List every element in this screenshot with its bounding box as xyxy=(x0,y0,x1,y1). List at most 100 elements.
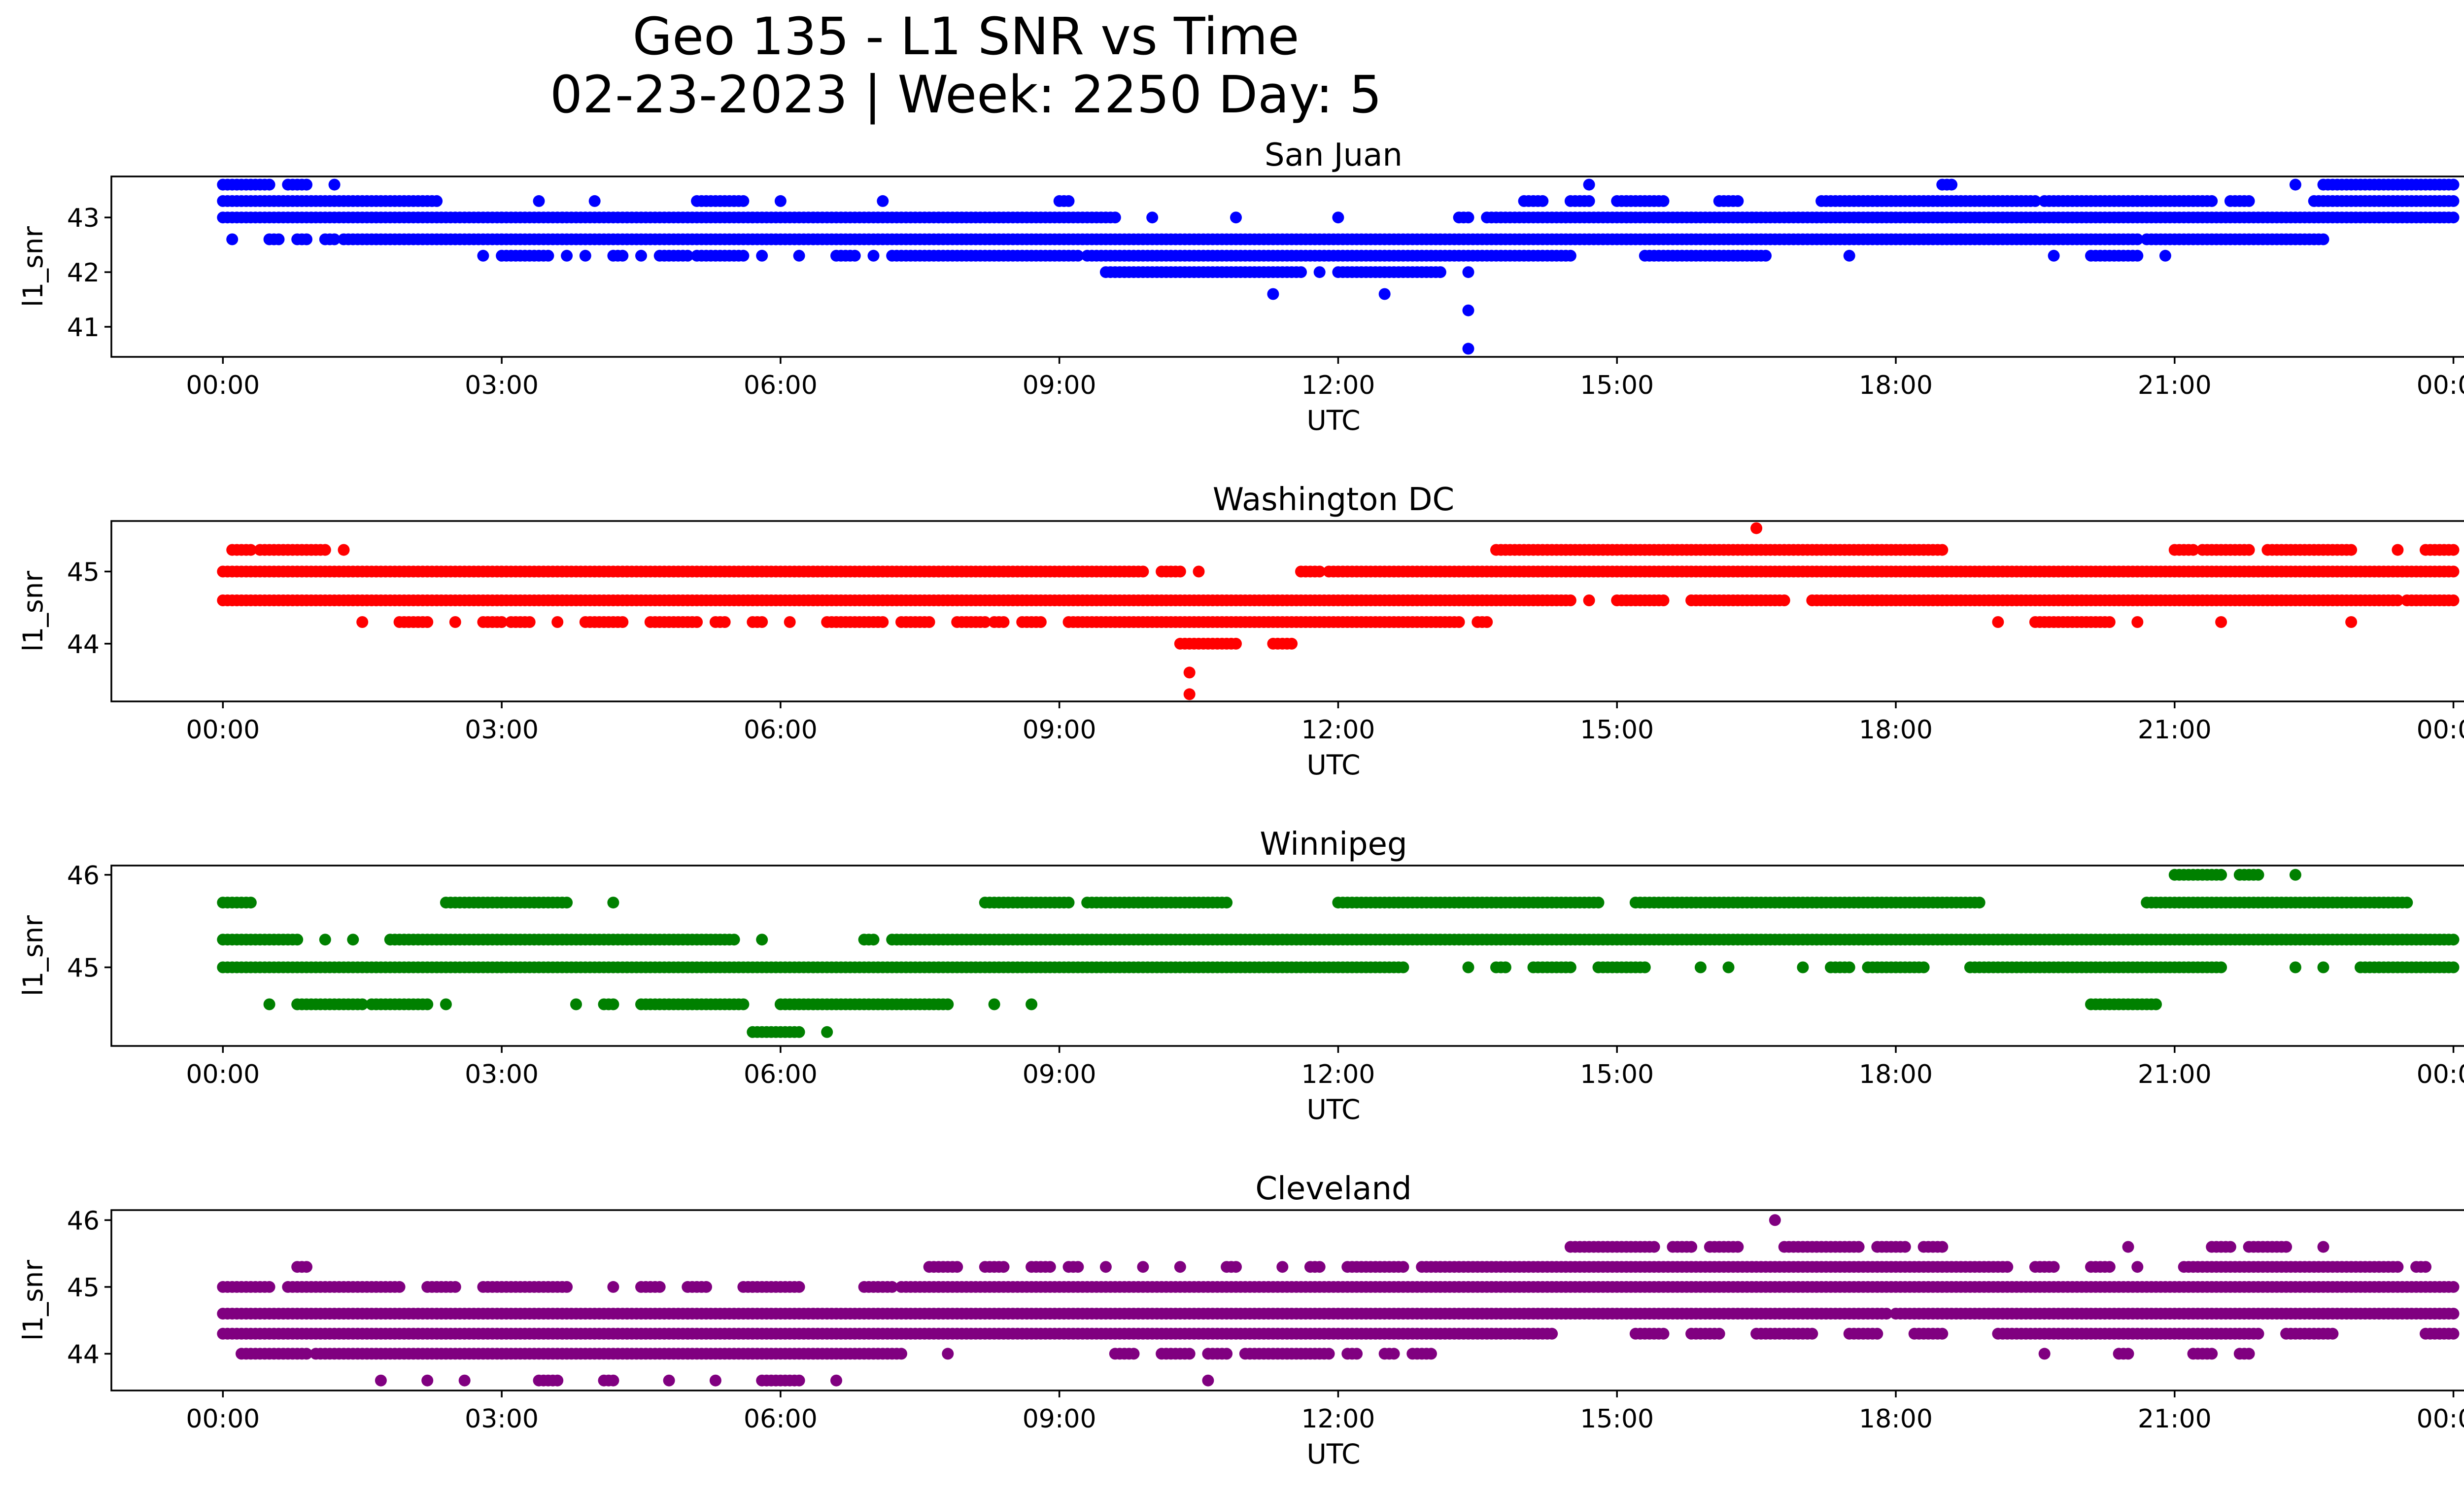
data-point xyxy=(877,195,889,207)
data-point xyxy=(1639,961,1651,973)
data-point xyxy=(2243,195,2255,207)
data-point xyxy=(542,249,554,262)
data-point xyxy=(496,616,508,628)
panel-title: Washington DC xyxy=(1213,482,1454,518)
data-point xyxy=(1099,1261,1112,1273)
data-point xyxy=(1286,637,1298,650)
data-point xyxy=(793,249,805,262)
data-point xyxy=(1397,961,1409,973)
data-point xyxy=(1137,565,1149,578)
data-point xyxy=(1174,1261,1186,1273)
data-point xyxy=(1583,594,1595,606)
data-point xyxy=(319,934,331,946)
data-point xyxy=(2131,616,2144,628)
data-point xyxy=(1973,897,1985,909)
y-tick-label: 44 xyxy=(67,630,100,660)
data-point xyxy=(2447,211,2460,224)
data-point xyxy=(1397,1261,1409,1273)
data-point xyxy=(886,1281,898,1293)
data-point xyxy=(607,897,619,909)
data-point xyxy=(244,897,257,909)
data-point xyxy=(2215,616,2227,628)
data-point xyxy=(1648,1241,1660,1253)
data-point xyxy=(793,1026,805,1038)
data-point xyxy=(2159,249,2171,262)
data-point xyxy=(579,249,591,262)
data-point xyxy=(2048,249,2060,262)
data-point xyxy=(1946,178,1958,191)
data-point xyxy=(263,178,275,191)
data-point xyxy=(1062,897,1075,909)
x-tick-label: 00:00 xyxy=(186,1060,260,1089)
y-tick-label: 42 xyxy=(67,258,100,288)
y-tick-label: 46 xyxy=(67,861,100,891)
data-point xyxy=(2131,249,2144,262)
x-tick-label: 00:00 xyxy=(186,371,260,400)
data-point xyxy=(979,616,991,628)
data-point xyxy=(533,195,545,207)
y-axis-label: l1_snr xyxy=(17,571,49,652)
data-point xyxy=(2103,1261,2116,1273)
data-point xyxy=(1146,211,1159,224)
data-point xyxy=(2392,544,2404,556)
x-tick-label: 06:00 xyxy=(744,371,818,400)
data-point xyxy=(561,1281,573,1293)
data-point xyxy=(244,544,257,556)
data-point xyxy=(301,178,312,191)
x-tick-label: 03:00 xyxy=(465,371,539,400)
data-point xyxy=(523,616,536,628)
data-point xyxy=(2289,869,2301,881)
data-point xyxy=(1276,1261,1289,1273)
data-point xyxy=(2447,961,2460,973)
y-axis-label: l1_snr xyxy=(17,915,49,996)
data-point xyxy=(1313,565,1326,578)
data-point xyxy=(1685,1241,1698,1253)
data-point xyxy=(2447,1281,2460,1293)
data-point xyxy=(737,249,750,262)
x-axis-label: UTC xyxy=(1306,1094,1360,1125)
axes-frame xyxy=(110,865,2464,1047)
data-point xyxy=(756,616,768,628)
data-point xyxy=(1462,211,1474,224)
x-tick-label: 03:00 xyxy=(465,1060,539,1089)
data-point xyxy=(1378,288,1391,300)
data-point xyxy=(2243,544,2255,556)
data-point xyxy=(607,998,619,1010)
data-point xyxy=(2447,565,2460,578)
data-point xyxy=(2447,178,2460,191)
data-point xyxy=(1499,961,1511,973)
data-point xyxy=(1592,897,1605,909)
data-point xyxy=(821,1026,833,1038)
data-point xyxy=(1769,1214,1781,1226)
axes-frame xyxy=(110,175,2464,358)
data-point xyxy=(477,249,489,262)
data-point xyxy=(1657,195,1670,207)
data-point xyxy=(1295,266,1307,278)
y-tick-label: 41 xyxy=(67,313,100,343)
data-point xyxy=(2317,961,2329,973)
x-tick-label: 00:00 xyxy=(2417,715,2464,745)
data-point xyxy=(1462,343,1474,355)
data-point xyxy=(1026,998,1038,1010)
data-point xyxy=(2029,195,2041,207)
axes-frame xyxy=(110,520,2464,702)
data-point xyxy=(273,233,285,245)
data-point xyxy=(449,616,461,628)
data-point xyxy=(347,934,359,946)
data-point xyxy=(421,998,434,1010)
data-point xyxy=(616,249,629,262)
data-point xyxy=(1462,266,1474,278)
data-point xyxy=(1852,1241,1865,1253)
data-point xyxy=(1174,565,1186,578)
x-tick-label: 21:00 xyxy=(2138,371,2212,400)
data-point xyxy=(356,998,369,1010)
data-point xyxy=(2224,1241,2236,1253)
data-point xyxy=(2289,178,2301,191)
data-point xyxy=(1462,304,1474,316)
data-point xyxy=(2447,195,2460,207)
data-point xyxy=(356,616,369,628)
data-point xyxy=(301,1261,312,1273)
